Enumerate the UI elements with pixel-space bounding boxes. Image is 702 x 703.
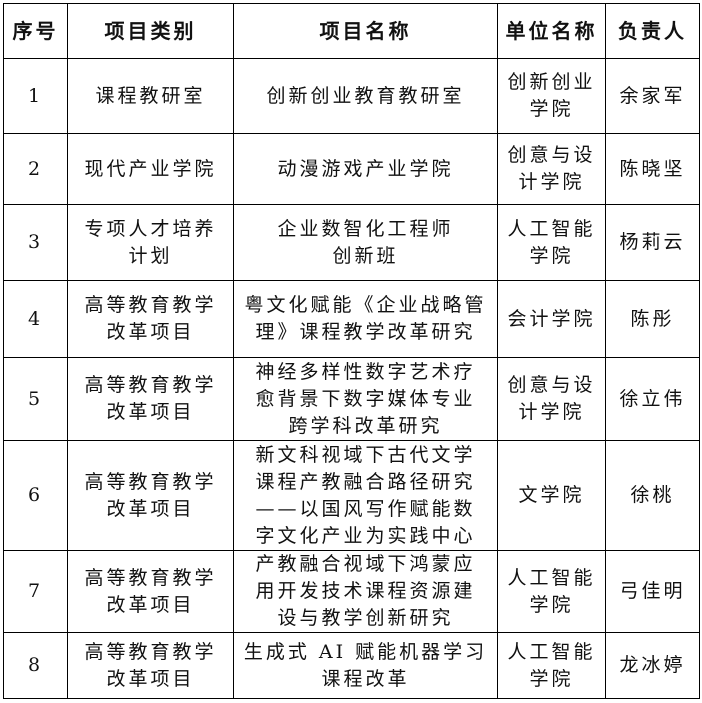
header-unit: 单位名称 [497, 3, 606, 59]
table-row: 8 高等教育教学 改革项目 生成式 AI 赋能机器学习 课程改革 人工智能 学院 龙冰婷 [3, 632, 700, 699]
table-row: 3 专项人才培养 计划 企业数智化工程师 创新班 人工智能 学院 杨莉云 [3, 204, 700, 281]
cell-no: 3 [3, 204, 68, 281]
cell-name: 创新创业教育教研室 [233, 58, 498, 134]
cell-leader: 龙冰婷 [605, 632, 700, 699]
cell-leader: 徐桃 [605, 440, 700, 551]
cell-category: 课程教研室 [67, 58, 234, 134]
cell-no: 8 [3, 632, 68, 699]
cell-unit: 创意与设 计学院 [497, 357, 606, 441]
header-leader: 负责人 [605, 3, 700, 59]
cell-unit: 人工智能 学院 [497, 632, 606, 699]
cell-leader: 陈晓坚 [605, 133, 700, 205]
table-row: 1 课程教研室 创新创业教育教研室 创新创业 学院 余家军 [3, 58, 700, 134]
project-table: 序号 项目类别 项目名称 单位名称 负责人 1 课程教研室 创新创业教育教研室 创新创… [3, 3, 700, 699]
cell-category: 高等教育教学 改革项目 [67, 280, 234, 358]
table-row: 7 高等教育教学 改革项目 产教融合视域下鸿蒙应 用开发技术课程资源建 设与教学创新… [3, 550, 700, 633]
cell-name: 生成式 AI 赋能机器学习 课程改革 [233, 632, 498, 699]
table-row: 2 现代产业学院 动漫游戏产业学院 创意与设 计学院 陈晓坚 [3, 133, 700, 205]
cell-unit: 会计学院 [497, 280, 606, 358]
cell-no: 2 [3, 133, 68, 205]
cell-name: 粤文化赋能《企业战略管 理》课程教学改革研究 [233, 280, 498, 358]
cell-category: 高等教育教学 改革项目 [67, 550, 234, 633]
table-row: 4 高等教育教学 改革项目 粤文化赋能《企业战略管 理》课程教学改革研究 会计学院 陈彤 [3, 280, 700, 358]
cell-name: 产教融合视域下鸿蒙应 用开发技术课程资源建 设与教学创新研究 [233, 550, 498, 633]
cell-no: 4 [3, 280, 68, 358]
cell-leader: 弓佳明 [605, 550, 700, 633]
cell-unit: 创意与设 计学院 [497, 133, 606, 205]
cell-leader: 余家军 [605, 58, 700, 134]
cell-category: 现代产业学院 [67, 133, 234, 205]
cell-category: 高等教育教学 改革项目 [67, 632, 234, 699]
table-row: 5 高等教育教学 改革项目 神经多样性数字艺术疗 愈背景下数字媒体专业 跨学科改革研… [3, 357, 700, 441]
cell-no: 5 [3, 357, 68, 441]
cell-category: 高等教育教学 改革项目 [67, 357, 234, 441]
cell-name: 神经多样性数字艺术疗 愈背景下数字媒体专业 跨学科改革研究 [233, 357, 498, 441]
header-category: 项目类别 [67, 3, 234, 59]
cell-unit: 创新创业 学院 [497, 58, 606, 134]
cell-leader: 杨莉云 [605, 204, 700, 281]
cell-no: 1 [3, 58, 68, 134]
cell-no: 7 [3, 550, 68, 633]
cell-category: 高等教育教学 改革项目 [67, 440, 234, 551]
cell-unit: 人工智能 学院 [497, 204, 606, 281]
table-row: 6 高等教育教学 改革项目 新文科视域下古代文学 课程产教融合路径研究 ——以国风写… [3, 440, 700, 551]
cell-unit: 文学院 [497, 440, 606, 551]
cell-name: 企业数智化工程师 创新班 [233, 204, 498, 281]
header-no: 序号 [3, 3, 68, 59]
cell-no: 6 [3, 440, 68, 551]
header-row: 序号 项目类别 项目名称 单位名称 负责人 [3, 3, 700, 59]
cell-leader: 陈彤 [605, 280, 700, 358]
cell-name: 动漫游戏产业学院 [233, 133, 498, 205]
cell-leader: 徐立伟 [605, 357, 700, 441]
cell-category: 专项人才培养 计划 [67, 204, 234, 281]
cell-unit: 人工智能 学院 [497, 550, 606, 633]
header-name: 项目名称 [233, 3, 498, 59]
cell-name: 新文科视域下古代文学 课程产教融合路径研究 ——以国风写作赋能数 字文化产业为实… [233, 440, 498, 551]
